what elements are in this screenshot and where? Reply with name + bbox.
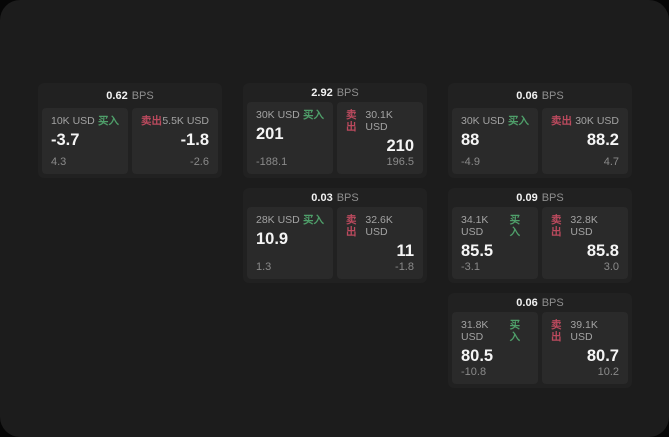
buy-price: 88 — [461, 131, 480, 149]
buy-panel[interactable]: 34.1K USD 买入 85.5 -3.1 — [452, 207, 538, 279]
sell-price: 11 — [396, 242, 414, 260]
buy-price: 85.5 — [461, 242, 494, 260]
spread-value: 2.92 — [311, 86, 333, 99]
spread-header: 2.92 BPS — [247, 83, 423, 102]
sell-price: 88.2 — [586, 131, 619, 149]
spread-value: 0.06 — [516, 296, 538, 309]
sell-delta: -2.6 — [190, 156, 209, 168]
spread-unit: BPS — [131, 89, 154, 102]
buy-label: 买入 — [509, 319, 521, 343]
buy-label: 买入 — [509, 214, 521, 238]
quote-card-4: 0.03 BPS 28K USD 买入 10.9 1.3 卖出 32.6K US… — [243, 188, 427, 283]
buy-size: 34.1K USD — [461, 214, 489, 238]
sell-delta: 4.7 — [603, 156, 619, 168]
sell-delta: 3.0 — [603, 261, 619, 273]
buy-label: 买入 — [98, 115, 119, 127]
spread-unit: BPS — [541, 89, 564, 102]
buy-delta: 4.3 — [51, 156, 67, 168]
spread-header: 0.06 BPS — [452, 293, 628, 312]
sell-panel[interactable]: 卖出 30K USD 88.2 4.7 — [542, 108, 628, 174]
quote-card-2: 2.92 BPS 30K USD 买入 201 -188.1 卖出 30.1K … — [243, 83, 427, 178]
quote-card-1: 0.62 BPS 10K USD 买入 -3.7 4.3 卖出 5.5K USD… — [38, 83, 222, 178]
quote-card-6: 0.06 BPS 31.8K USD 买入 80.5 -10.8 卖出 39.1… — [448, 293, 632, 388]
buy-label: 买入 — [303, 214, 324, 226]
sell-price: -1.8 — [180, 131, 209, 149]
sell-size: 32.8K USD — [570, 214, 598, 238]
spread-value: 0.62 — [106, 89, 128, 102]
buy-price: -3.7 — [51, 131, 80, 149]
buy-panel[interactable]: 30K USD 买入 88 -4.9 — [452, 108, 538, 174]
spread-header: 0.06 BPS — [452, 83, 628, 108]
buy-price: 201 — [256, 125, 284, 143]
spread-header: 0.03 BPS — [247, 188, 423, 207]
buy-size: 10K USD — [51, 115, 95, 127]
buy-delta: -3.1 — [461, 261, 480, 273]
sell-label: 卖出 — [551, 214, 562, 238]
buy-price: 10.9 — [256, 230, 289, 248]
sell-size: 32.6K USD — [365, 214, 393, 238]
buy-delta: -188.1 — [256, 156, 288, 168]
spread-value: 0.06 — [516, 89, 538, 102]
sell-delta: 196.5 — [386, 156, 414, 168]
spread-header: 0.62 BPS — [42, 83, 218, 108]
sell-size: 39.1K USD — [570, 319, 598, 343]
spread-unit: BPS — [541, 296, 564, 309]
sell-panel[interactable]: 卖出 5.5K USD -1.8 -2.6 — [132, 108, 218, 174]
buy-size: 30K USD — [256, 109, 300, 121]
sell-label: 卖出 — [346, 109, 357, 133]
buy-panel[interactable]: 28K USD 买入 10.9 1.3 — [247, 207, 333, 279]
sell-label: 卖出 — [551, 115, 572, 127]
sell-panel[interactable]: 卖出 32.8K USD 85.8 3.0 — [542, 207, 628, 279]
sell-size: 30.1K USD — [365, 109, 393, 133]
sell-label: 卖出 — [141, 115, 162, 127]
sell-size: 30K USD — [575, 115, 619, 127]
sell-panel[interactable]: 卖出 39.1K USD 80.7 10.2 — [542, 312, 628, 384]
buy-size: 31.8K USD — [461, 319, 489, 343]
sell-panel[interactable]: 卖出 30.1K USD 210 196.5 — [337, 102, 423, 174]
sell-label: 卖出 — [346, 214, 357, 238]
sell-price: 80.7 — [586, 347, 619, 365]
spread-unit: BPS — [541, 191, 564, 204]
buy-label: 买入 — [303, 109, 324, 121]
spread-unit: BPS — [336, 191, 359, 204]
sell-label: 卖出 — [551, 319, 562, 343]
sell-delta: 10.2 — [597, 366, 619, 378]
sell-price: 85.8 — [586, 242, 619, 260]
buy-size: 28K USD — [256, 214, 300, 226]
sell-price: 210 — [386, 137, 414, 155]
buy-label: 买入 — [508, 115, 529, 127]
spread-value: 0.03 — [311, 191, 333, 204]
buy-price: 80.5 — [461, 347, 494, 365]
quote-card-5: 0.09 BPS 34.1K USD 买入 85.5 -3.1 卖出 32.8K… — [448, 188, 632, 283]
buy-panel[interactable]: 30K USD 买入 201 -188.1 — [247, 102, 333, 174]
buy-delta: 1.3 — [256, 261, 272, 273]
spread-unit: BPS — [336, 86, 359, 99]
spread-value: 0.09 — [516, 191, 538, 204]
sell-delta: -1.8 — [395, 261, 414, 273]
buy-panel[interactable]: 31.8K USD 买入 80.5 -10.8 — [452, 312, 538, 384]
buy-size: 30K USD — [461, 115, 505, 127]
quote-card-3: 0.06 BPS 30K USD 买入 88 -4.9 卖出 30K USD 8… — [448, 83, 632, 178]
spread-header: 0.09 BPS — [452, 188, 628, 207]
buy-panel[interactable]: 10K USD 买入 -3.7 4.3 — [42, 108, 128, 174]
sell-panel[interactable]: 卖出 32.6K USD 11 -1.8 — [337, 207, 423, 279]
sell-size: 5.5K USD — [162, 115, 209, 127]
buy-delta: -10.8 — [461, 366, 487, 378]
buy-delta: -4.9 — [461, 156, 480, 168]
